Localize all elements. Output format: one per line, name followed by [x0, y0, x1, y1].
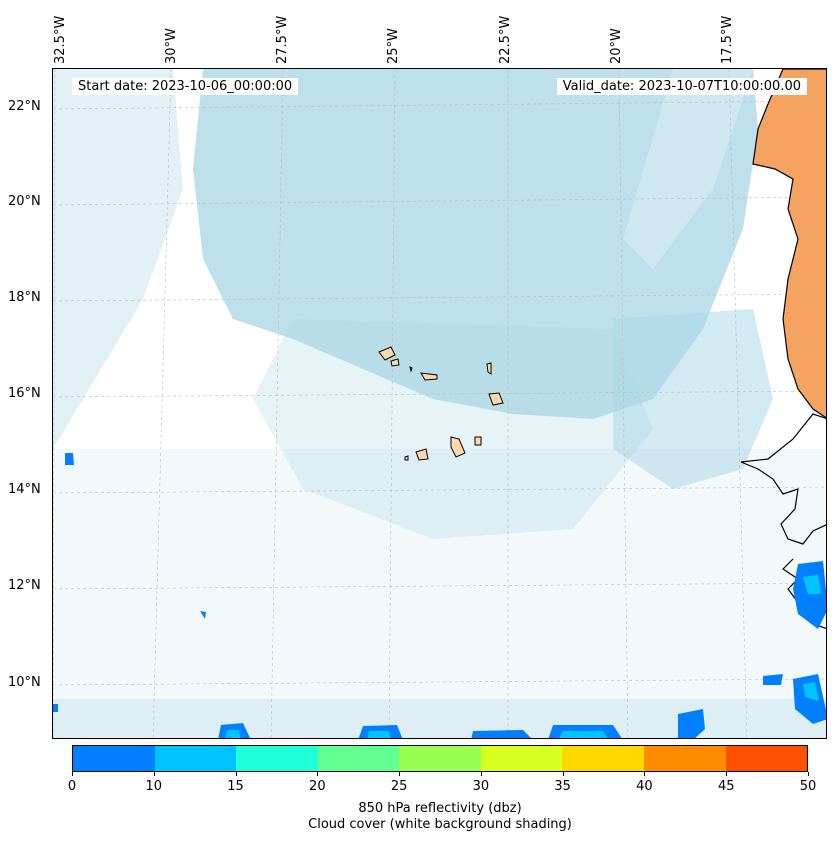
- cloud-south-band: [53, 699, 826, 738]
- colorbar-tick-label: 40: [636, 779, 653, 794]
- cloud-band-east: [613, 309, 773, 489]
- lon-label: 17.5°W: [720, 15, 735, 64]
- colorbar: [72, 745, 808, 772]
- africa-land: [752, 69, 826, 419]
- colorbar-tick-label: 45: [717, 779, 735, 794]
- colorbar-tickmark: [72, 772, 73, 776]
- colorbar-segment: [73, 746, 155, 771]
- lat-label: 22°N: [8, 99, 41, 114]
- cloud-streak: [623, 69, 753, 269]
- colorbar-tickmark: [644, 772, 646, 776]
- colorbar-tick-label: 15: [227, 779, 244, 794]
- colorbar-tickmark: [317, 772, 319, 776]
- colorbar-label-secondary: Cloud cover (white background shading): [308, 817, 572, 832]
- lon-label: 25°W: [386, 28, 401, 64]
- colorbar-tickmark: [726, 772, 728, 776]
- lat-label: 18°N: [8, 290, 41, 305]
- colorbar-tick-label: 10: [145, 779, 163, 794]
- cloud-west-patch: [53, 69, 183, 449]
- colorbar-segment: [480, 746, 563, 771]
- lon-label: 22.5°W: [498, 15, 513, 64]
- valid-date-label: Valid_date: 2023-10-07T10:00:00.00: [556, 78, 807, 95]
- colorbar-tick-label: 35: [554, 779, 571, 794]
- reflectivity-cells: [53, 453, 826, 738]
- cloud-cover: [53, 69, 826, 738]
- colorbar-segment: [317, 746, 400, 771]
- lat-label: 12°N: [8, 578, 41, 593]
- lat-label: 10°N: [8, 675, 41, 690]
- colorbar-segment: [399, 746, 481, 771]
- colorbar-segment: [643, 746, 726, 771]
- colorbar-tick-label: 30: [472, 779, 490, 794]
- map-panel: [52, 68, 827, 739]
- cloud-haze-center: [253, 319, 653, 539]
- colorbar-tickmark: [562, 772, 564, 776]
- colorbar-tick-label: 50: [799, 779, 817, 794]
- lat-label: 14°N: [8, 482, 41, 497]
- colorbar-segment: [154, 746, 237, 771]
- lon-label: 27.5°W: [275, 15, 290, 64]
- graticule: [53, 69, 826, 738]
- map-canvas: [53, 69, 826, 738]
- colorbar-segment: [725, 746, 808, 771]
- colorbar-tickmark: [480, 772, 482, 776]
- colorbar-tick-label: 20: [309, 779, 326, 794]
- start-date-label: Start date: 2023-10-06_00:00:00: [72, 78, 299, 95]
- colorbar-tick-label: 0: [67, 779, 77, 794]
- colorbar-tickmark: [808, 772, 809, 776]
- lon-label: 20°W: [609, 28, 624, 64]
- lat-label: 16°N: [8, 386, 41, 401]
- colorbar-tickmark: [153, 772, 155, 776]
- cloud-haze-south: [53, 449, 826, 738]
- lon-label: 30°W: [164, 28, 179, 64]
- colorbar-tickmark: [235, 772, 237, 776]
- colorbar-tick-label: 25: [390, 779, 408, 794]
- colorbar-tickmark: [399, 772, 401, 776]
- lat-label: 20°N: [8, 194, 41, 209]
- colorbar-segment: [562, 746, 644, 771]
- colorbar-segment: [236, 746, 318, 771]
- cape-verde-islands: [378, 346, 504, 461]
- lon-label: 32.5°W: [53, 15, 68, 64]
- colorbar-label: 850 hPa reflectivity (dbz): [358, 801, 522, 816]
